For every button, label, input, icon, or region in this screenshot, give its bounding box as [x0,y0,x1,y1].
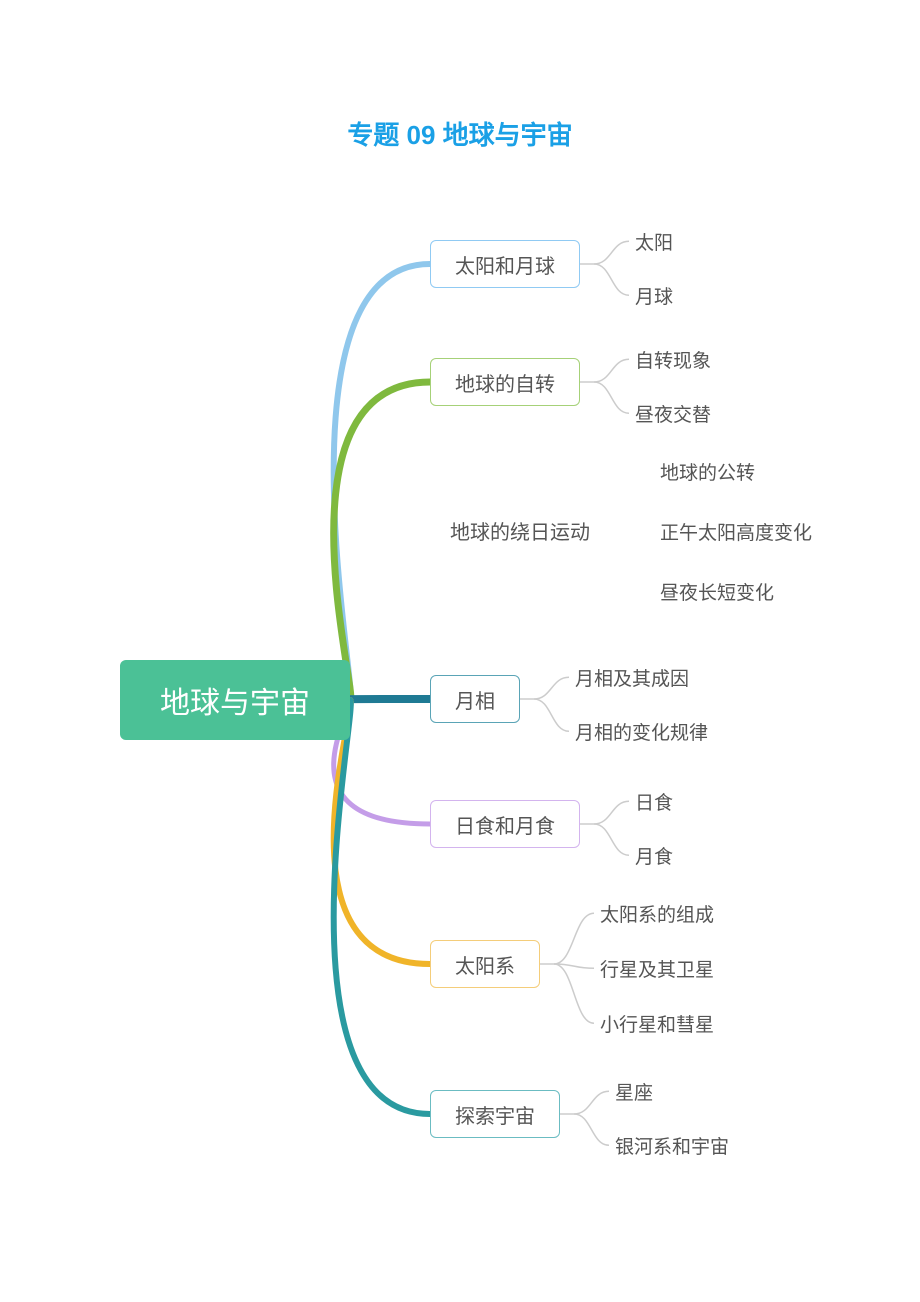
branch-node-b7: 探索宇宙 [430,1090,560,1138]
leaf-node: 行星及其卫星 [600,955,714,982]
branch-node-b6: 太阳系 [430,940,540,988]
leaf-node: 太阳 [635,228,673,255]
leaf-node: 星座 [615,1078,653,1105]
leaf-label: 地球的公转 [660,463,755,484]
root-label: 地球与宇宙 [160,678,310,722]
leaf-label: 正午太阳高度变化 [660,523,812,544]
edge-root-b1 [334,264,430,700]
branch-node-b4: 月相 [430,675,520,723]
leaf-label: 自转现象 [635,351,711,372]
leaf-label: 昼夜长短变化 [660,583,774,604]
branch-label: 太阳和月球 [455,250,555,279]
leaf-connector [554,913,594,964]
leaf-connector [574,1091,609,1114]
leaf-label: 小行星和彗星 [600,1015,714,1036]
leaf-connector [574,1114,609,1145]
leaf-connector [534,677,569,699]
leaf-label: 月食 [635,847,673,868]
branch-label: 探索宇宙 [455,1100,535,1129]
branch-label: 地球的自转 [455,368,555,397]
root-node: 地球与宇宙 [120,660,350,740]
leaf-label: 银河系和宇宙 [615,1137,729,1158]
leaf-label: 行星及其卫星 [600,960,714,981]
branch-label: 月相 [455,685,495,714]
leaf-connector [594,359,629,382]
branch-node-b1: 太阳和月球 [430,240,580,288]
leaf-node: 地球的公转 [660,458,755,485]
edge-root-b2 [334,382,430,700]
leaf-label: 月相及其成因 [575,669,689,690]
branch-node-b3: 地球的绕日运动 [430,510,610,550]
leaf-node: 日食 [635,788,673,815]
leaf-node: 自转现象 [635,346,711,373]
leaf-label: 月球 [635,287,673,308]
branch-label: 太阳系 [455,950,515,979]
leaf-node: 银河系和宇宙 [615,1132,729,1159]
leaf-label: 日食 [635,793,673,814]
leaf-label: 太阳 [635,233,673,254]
leaf-node: 月相及其成因 [575,664,689,691]
leaf-node: 昼夜长短变化 [660,578,774,605]
leaf-connector [554,964,594,968]
leaf-connector [594,824,629,855]
edge-root-b6 [334,700,430,964]
leaf-label: 昼夜交替 [635,405,711,426]
leaf-node: 昼夜交替 [635,400,711,427]
branch-label: 日食和月食 [455,810,555,839]
page-title: 专题 09 地球与宇宙 [0,115,920,152]
edge-root-b7 [334,700,430,1114]
branch-node-b5: 日食和月食 [430,800,580,848]
leaf-label: 太阳系的组成 [600,905,714,926]
branch-node-b2: 地球的自转 [430,358,580,406]
leaf-node: 月球 [635,282,673,309]
leaf-node: 正午太阳高度变化 [660,518,812,545]
leaf-connector [594,264,629,295]
branch-label: 地球的绕日运动 [450,516,590,545]
leaf-connector [594,801,629,824]
leaf-node: 太阳系的组成 [600,900,714,927]
leaf-connector [534,699,569,731]
leaf-connector [594,382,629,413]
leaf-node: 月食 [635,842,673,869]
page-title-text: 专题 09 地球与宇宙 [347,120,572,150]
leaf-node: 月相的变化规律 [575,718,708,745]
leaf-connector [594,241,629,264]
leaf-label: 月相的变化规律 [575,723,708,744]
leaf-label: 星座 [615,1083,653,1104]
leaf-node: 小行星和彗星 [600,1010,714,1037]
leaf-connector [554,964,594,1023]
